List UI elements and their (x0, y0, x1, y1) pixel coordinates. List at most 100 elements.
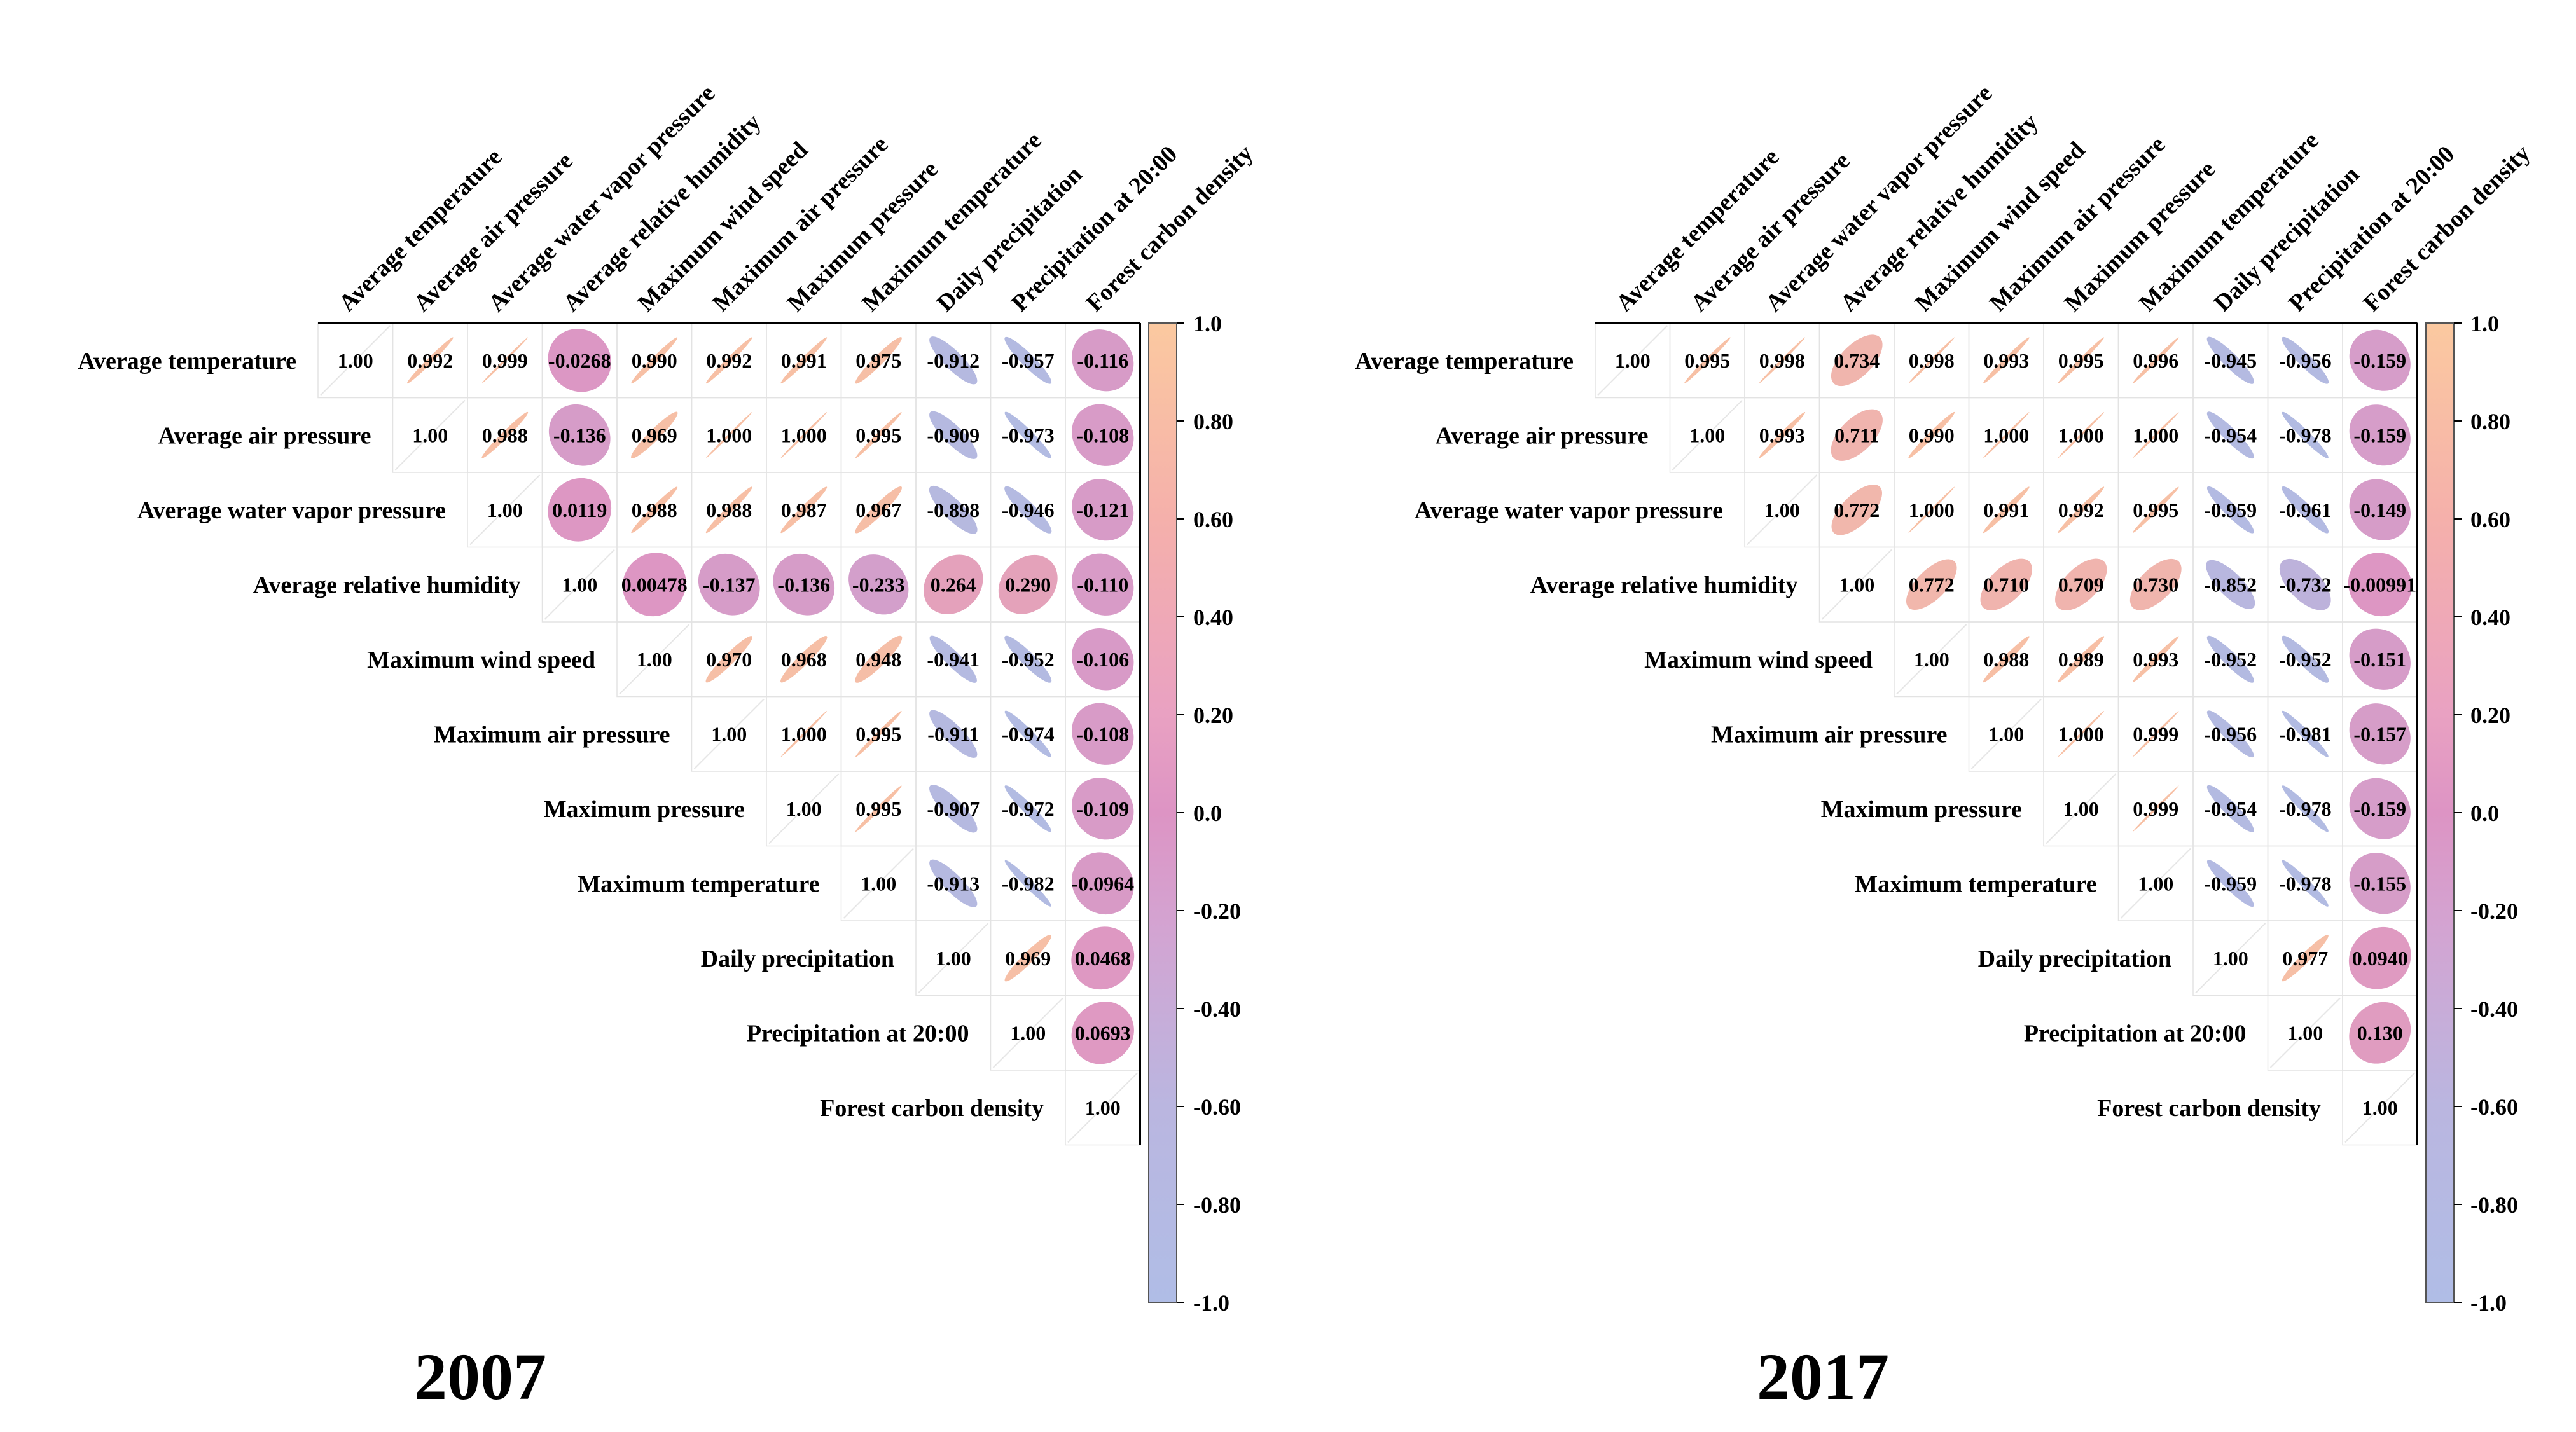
correlation-ellipse (2206, 560, 2255, 609)
correlation-ellipse (698, 553, 760, 616)
correlation-ellipse (2348, 553, 2412, 617)
correlation-ellipse (2349, 404, 2411, 466)
correlation-value: 1.000 (781, 423, 827, 446)
correlation-value: -0.912 (927, 349, 980, 372)
correlation-value: -0.978 (2279, 423, 2332, 446)
correlation-value: 0.0693 (1075, 1021, 1131, 1044)
correlation-ellipse (2058, 486, 2105, 534)
correlation-ellipse (2132, 636, 2179, 683)
diagonal-mark (1597, 325, 1668, 396)
correlation-value: -0.961 (2279, 499, 2332, 521)
correlation-value: 1.00 (1764, 499, 1800, 521)
correlation-ellipse (1004, 860, 1051, 907)
correlation-value: 0.969 (1005, 947, 1051, 970)
correlation-ellipse (1071, 926, 1135, 990)
correlation-value: -0.959 (2204, 872, 2257, 895)
correlation-ellipse (2058, 636, 2105, 683)
row-label: Daily precipitation (701, 946, 894, 972)
correlation-ellipse (2279, 558, 2331, 610)
correlation-ellipse (2282, 635, 2329, 683)
correlation-value: 0.995 (855, 423, 901, 446)
correlation-ellipse (705, 486, 752, 534)
correlation-ellipse (2129, 558, 2182, 610)
correlation-ellipse (548, 329, 611, 392)
correlation-value: -0.911 (927, 722, 979, 745)
correlation-ellipse (1004, 486, 1052, 534)
correlation-value: -0.108 (1076, 423, 1129, 446)
correlation-value: -0.957 (1002, 349, 1055, 372)
diagonal-mark (469, 474, 541, 546)
correlation-value: 0.730 (2133, 573, 2178, 596)
colorbar-tick-label: 0.20 (2470, 703, 2510, 728)
row-label: Maximum air pressure (1711, 721, 1948, 748)
correlation-ellipse (929, 710, 978, 758)
colorbar-tick-label: -0.40 (1193, 996, 1241, 1022)
correlation-value: -0.974 (1002, 722, 1055, 745)
correlation-ellipse (855, 337, 902, 384)
correlation-ellipse (929, 336, 978, 385)
correlation-value: 0.995 (2058, 349, 2104, 372)
diagonal-mark (2269, 997, 2341, 1068)
correlation-value: 0.993 (2133, 648, 2178, 671)
correlation-value: 0.995 (855, 722, 901, 745)
row-label: Average temperature (78, 348, 296, 375)
correlation-value: 1.00 (2287, 1021, 2323, 1044)
correlation-value: 0.967 (855, 499, 901, 521)
correlation-ellipse (2206, 411, 2254, 459)
diagonal-mark (918, 923, 989, 994)
correlation-value: 0.968 (781, 648, 827, 671)
correlation-value: 0.0940 (2352, 947, 2408, 970)
year-title: 2007 (414, 1340, 546, 1414)
correlation-ellipse (780, 486, 828, 534)
diagonal-mark (2120, 848, 2191, 919)
row-label: Maximum wind speed (1644, 647, 1873, 673)
correlation-ellipse (1072, 329, 1134, 392)
correlation-ellipse (481, 337, 528, 383)
correlation-value: 0.990 (632, 349, 677, 372)
correlation-value: -0.978 (2279, 797, 2332, 820)
correlation-ellipse (1071, 852, 1134, 915)
correlation-value: -0.952 (2204, 648, 2257, 671)
correlation-ellipse (855, 486, 902, 534)
correlation-value: 0.290 (1005, 573, 1051, 596)
year-title: 2017 (1757, 1340, 1889, 1414)
row-label: Average air pressure (158, 422, 371, 449)
diagonal-mark (2344, 1072, 2416, 1143)
correlation-ellipse (2055, 558, 2107, 610)
correlation-ellipse (1004, 710, 1051, 757)
correlation-ellipse (1072, 703, 1134, 765)
correlation-value: 0.969 (632, 423, 677, 446)
correlation-value: 0.998 (1909, 349, 1955, 372)
correlation-value: -0.109 (1076, 797, 1129, 820)
correlation-ellipse (2349, 853, 2411, 914)
diagonal-mark (544, 549, 615, 620)
correlation-ellipse (622, 553, 686, 617)
row-label: Average relative humidity (1530, 572, 1798, 598)
correlation-ellipse (929, 411, 978, 459)
correlation-value: 1.00 (487, 499, 523, 521)
correlation-value: 1.00 (562, 573, 597, 596)
colorbar (1148, 322, 1177, 1303)
correlation-ellipse (2282, 935, 2329, 982)
correlation-value: 1.000 (2058, 423, 2104, 446)
diagonal-mark (1896, 624, 1967, 695)
colorbar-tick-label: -0.40 (2470, 996, 2518, 1022)
correlation-ellipse (773, 553, 835, 616)
correlation-ellipse (2132, 337, 2179, 384)
colorbar-tick-label: -1.0 (1193, 1290, 1229, 1316)
correlation-ellipse (2132, 486, 2179, 534)
row-label: Maximum pressure (544, 796, 745, 823)
row-label: Forest carbon density (2097, 1095, 2321, 1122)
panel-2007: 1.00 0.992 0.999 -0.0268 0.990 0.992 0.991 0.97… (78, 80, 1258, 1414)
colorbar-tick-label: 0.60 (2470, 507, 2510, 532)
correlation-value: 0.995 (855, 797, 901, 820)
correlation-ellipse (848, 554, 909, 615)
correlation-ellipse (929, 859, 978, 907)
correlation-value: 0.990 (1909, 423, 1955, 446)
column-label: Daily precipitation (932, 161, 1088, 317)
correlation-value: 0.709 (2058, 573, 2104, 596)
row-label: Maximum temperature (1855, 871, 2096, 897)
diagonal-mark (768, 773, 840, 844)
colorbar-tick-label: 0.0 (2470, 801, 2499, 826)
row-label: Daily precipitation (1978, 946, 2171, 972)
